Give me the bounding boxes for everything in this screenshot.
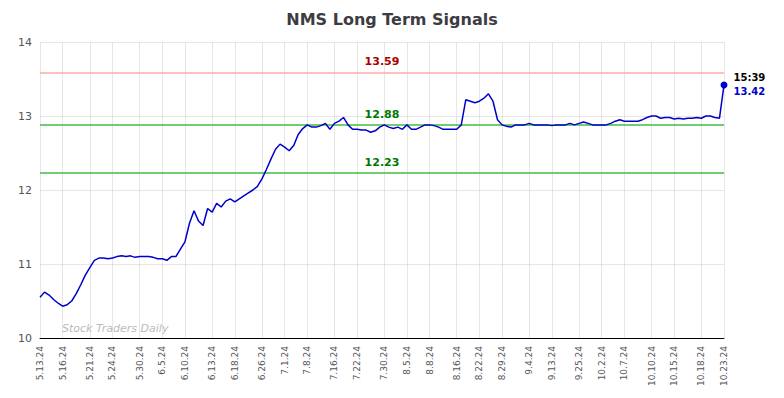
svg-text:5.24.24: 5.24.24 xyxy=(107,346,117,381)
svg-text:7.8.24: 7.8.24 xyxy=(302,346,312,375)
svg-text:10.18.24: 10.18.24 xyxy=(696,346,706,386)
svg-text:12.88: 12.88 xyxy=(365,108,400,121)
svg-text:7.30.24: 7.30.24 xyxy=(379,346,389,381)
svg-text:7.22.24: 7.22.24 xyxy=(352,346,362,381)
svg-text:13.59: 13.59 xyxy=(365,55,400,68)
svg-text:10.2.24: 10.2.24 xyxy=(597,346,607,381)
svg-text:10: 10 xyxy=(18,332,32,345)
svg-text:5.16.24: 5.16.24 xyxy=(58,346,68,381)
svg-text:8.5.24: 8.5.24 xyxy=(402,346,412,375)
svg-text:6.18.24: 6.18.24 xyxy=(230,346,240,381)
svg-text:15:39: 15:39 xyxy=(734,72,766,83)
svg-text:10.15.24: 10.15.24 xyxy=(669,346,679,386)
svg-text:10.7.24: 10.7.24 xyxy=(619,346,629,381)
svg-text:12.23: 12.23 xyxy=(365,156,400,169)
svg-text:6.5.24: 6.5.24 xyxy=(157,346,167,375)
svg-text:10.10.24: 10.10.24 xyxy=(647,346,657,386)
svg-text:NMS Long Term Signals: NMS Long Term Signals xyxy=(286,10,497,29)
svg-text:11: 11 xyxy=(18,258,32,271)
svg-text:6.26.24: 6.26.24 xyxy=(257,346,267,381)
svg-text:8.22.24: 8.22.24 xyxy=(474,346,484,381)
svg-text:5.21.24: 5.21.24 xyxy=(85,346,95,381)
svg-text:Stock Traders Daily: Stock Traders Daily xyxy=(62,322,169,335)
svg-text:5.30.24: 5.30.24 xyxy=(135,346,145,381)
svg-text:12: 12 xyxy=(18,184,32,197)
svg-text:8.16.24: 8.16.24 xyxy=(452,346,462,381)
svg-text:9.4.24: 9.4.24 xyxy=(524,346,534,375)
svg-text:8.29.24: 8.29.24 xyxy=(497,346,507,381)
svg-text:13: 13 xyxy=(18,110,32,123)
svg-text:9.25.24: 9.25.24 xyxy=(574,346,584,381)
svg-text:13.42: 13.42 xyxy=(734,86,766,97)
svg-text:6.13.24: 6.13.24 xyxy=(207,346,217,381)
svg-text:10.23.24: 10.23.24 xyxy=(719,346,729,386)
svg-text:7.16.24: 7.16.24 xyxy=(329,346,339,381)
svg-text:9.13.24: 9.13.24 xyxy=(547,346,557,381)
svg-text:5.13.24: 5.13.24 xyxy=(35,346,45,381)
svg-text:6.10.24: 6.10.24 xyxy=(180,346,190,381)
svg-text:7.1.24: 7.1.24 xyxy=(280,346,290,375)
svg-text:8.8.24: 8.8.24 xyxy=(425,346,435,375)
svg-text:14: 14 xyxy=(18,36,32,49)
